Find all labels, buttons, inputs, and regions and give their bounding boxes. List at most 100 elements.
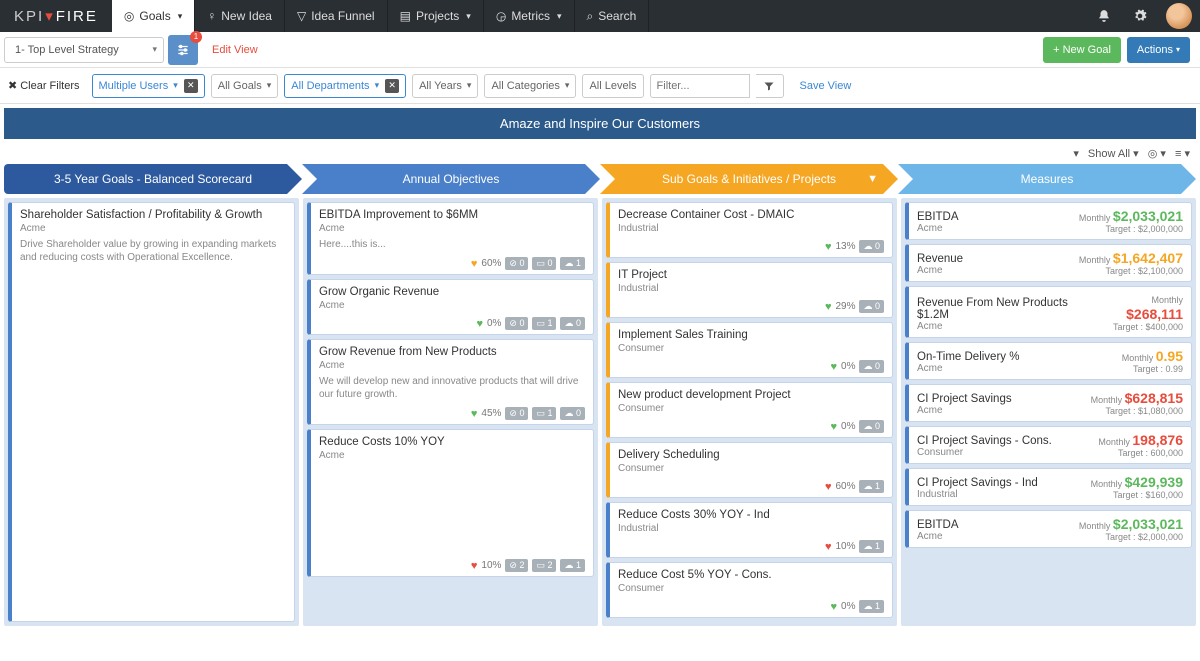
filter-search-button[interactable] — [756, 74, 784, 98]
measure-card[interactable]: On-Time Delivery % Acme Monthly 0.95 Tar… — [905, 342, 1192, 380]
count-pill: ⊘ 0 — [505, 407, 528, 420]
initiative-card[interactable]: Decrease Container Cost - DMAIC Industri… — [606, 202, 893, 258]
heart-icon: ♥ — [471, 560, 478, 572]
view-icon-list[interactable]: ≡ — [1175, 148, 1181, 160]
sliders-button[interactable]: 1 — [168, 35, 198, 65]
count-pill: ☁ 1 — [859, 480, 884, 493]
heart-icon: ♥ — [825, 241, 832, 253]
card-title: Delivery Scheduling — [618, 449, 884, 461]
save-view-link[interactable]: Save View — [800, 80, 852, 92]
count-pill: ☁ 0 — [859, 420, 884, 433]
filter-departments-label: All Departments — [291, 80, 369, 92]
new-goal-button[interactable]: + New Goal — [1043, 37, 1121, 63]
measure-card[interactable]: CI Project Savings - Cons. Consumer Mont… — [905, 426, 1192, 464]
filter-years[interactable]: All Years▾ — [412, 74, 478, 98]
card-percent: 0% — [841, 361, 855, 372]
measure-period: Monthly — [1091, 395, 1125, 405]
strategy-dropdown[interactable]: 1- Top Level Strategy — [4, 37, 164, 63]
objective-card[interactable]: Grow Revenue from New Products Acme We w… — [307, 339, 594, 425]
measure-card[interactable]: Revenue From New Products $1.2M Acme Mon… — [905, 286, 1192, 338]
initiative-card[interactable]: Reduce Cost 5% YOY - Cons. Consumer ♥ 0%… — [606, 562, 893, 618]
card-subtitle: Acme — [319, 450, 585, 461]
filter-goals[interactable]: All Goals▾ — [211, 74, 279, 98]
nav-new-idea-label: New Idea — [221, 9, 272, 23]
card-footer: ♥ 0% ⊘ 0▭ 1☁ 0 — [319, 317, 585, 330]
measure-subtitle: Industrial — [917, 489, 1038, 500]
nav-idea-funnel[interactable]: ▽ Idea Funnel — [285, 0, 388, 32]
column-2: EBITDA Improvement to $6MM Acme Here....… — [303, 198, 598, 626]
objective-card[interactable]: Grow Organic Revenue Acme ♥ 0% ⊘ 0▭ 1☁ 0 — [307, 279, 594, 335]
notifications-icon[interactable] — [1086, 0, 1122, 32]
column-1: Shareholder Satisfaction / Profitability… — [4, 198, 299, 626]
heart-icon: ♥ — [825, 481, 832, 493]
card-percent: 29% — [835, 301, 855, 312]
goal-card[interactable]: Shareholder Satisfaction / Profitability… — [8, 202, 295, 622]
lightbulb-icon: ♀ — [207, 9, 216, 23]
heart-icon: ♥ — [825, 301, 832, 313]
card-subtitle: Consumer — [618, 583, 884, 594]
initiative-card[interactable]: Delivery Scheduling Consumer ♥ 60% ☁ 1 — [606, 442, 893, 498]
initiative-card[interactable]: New product development Project Consumer… — [606, 382, 893, 438]
col-header-1: 3-5 Year Goals - Balanced Scorecard — [4, 164, 302, 194]
filter-categories-label: All Categories — [491, 80, 559, 92]
nav-search-label: Search — [598, 9, 636, 23]
card-footer: ♥ 0% ☁ 1 — [618, 600, 884, 613]
measure-target: Target : $160,000 — [1091, 490, 1183, 500]
heart-icon: ♥ — [825, 541, 832, 553]
nav-goals[interactable]: ◎ Goals ▾ — [112, 0, 195, 32]
measure-card[interactable]: Revenue Acme Monthly $1,642,407 Target :… — [905, 244, 1192, 282]
column-headers: 3-5 Year Goals - Balanced Scorecard Annu… — [0, 164, 1200, 194]
filter-departments[interactable]: All Departments▾✕ — [284, 74, 406, 98]
view-icon-target[interactable]: ◎ — [1148, 148, 1158, 160]
user-avatar[interactable] — [1166, 3, 1192, 29]
measure-card[interactable]: CI Project Savings Acme Monthly $628,815… — [905, 384, 1192, 422]
count-pill: ☁ 0 — [560, 317, 585, 330]
column-3: Decrease Container Cost - DMAIC Industri… — [602, 198, 897, 626]
initiative-card[interactable]: Reduce Costs 30% YOY - Ind Industrial ♥ … — [606, 502, 893, 558]
filter-users[interactable]: Multiple Users▾✕ — [92, 74, 205, 98]
card-title: Reduce Cost 5% YOY - Cons. — [618, 569, 884, 581]
initiative-card[interactable]: IT Project Industrial ♥ 29% ☁ 0 — [606, 262, 893, 318]
heart-icon: ♥ — [831, 601, 838, 613]
sliders-badge: 1 — [190, 31, 202, 43]
objective-card[interactable]: EBITDA Improvement to $6MM Acme Here....… — [307, 202, 594, 275]
card-title: Grow Organic Revenue — [319, 286, 585, 298]
edit-view-link[interactable]: Edit View — [212, 44, 258, 56]
funnel-icon[interactable]: ▼ — [867, 173, 878, 185]
heart-icon: ♥ — [831, 421, 838, 433]
filter-categories[interactable]: All Categories▾ — [484, 74, 576, 98]
card-title: Shareholder Satisfaction / Profitability… — [20, 209, 286, 221]
card-footer: ♥ 10% ☁ 1 — [618, 540, 884, 553]
remove-icon[interactable]: ✕ — [385, 79, 399, 93]
initiative-card[interactable]: Implement Sales Training Consumer ♥ 0% ☁… — [606, 322, 893, 378]
card-percent: 10% — [835, 541, 855, 552]
nav-projects[interactable]: ▤ Projects ▾ — [388, 0, 484, 32]
clear-filters-label: Clear Filters — [20, 80, 79, 92]
card-description: We will develop new and innovative produ… — [319, 375, 585, 401]
show-all-link[interactable]: Show All — [1088, 148, 1130, 160]
card-percent: 60% — [481, 258, 501, 269]
actions-button[interactable]: Actions — [1127, 37, 1190, 63]
nav-new-idea[interactable]: ♀ New Idea — [195, 0, 285, 32]
filter-search-input[interactable] — [650, 74, 750, 98]
brand-part1: KPI — [14, 8, 44, 25]
brand-part2: FIRE — [56, 8, 98, 25]
target-icon: ◎ — [124, 9, 134, 23]
measure-card[interactable]: EBITDA Acme Monthly $2,033,021 Target : … — [905, 510, 1192, 548]
nav-metrics[interactable]: ◶ Metrics ▾ — [484, 0, 575, 32]
measure-card[interactable]: CI Project Savings - Ind Industrial Mont… — [905, 468, 1192, 506]
measure-title: EBITDA — [917, 211, 959, 223]
nav-search[interactable]: ⌕ Search — [575, 0, 650, 32]
card-subtitle: Acme — [319, 223, 585, 234]
measure-title: CI Project Savings - Cons. — [917, 435, 1052, 447]
gear-icon[interactable] — [1122, 0, 1158, 32]
remove-icon[interactable]: ✕ — [184, 79, 198, 93]
card-percent: 0% — [841, 601, 855, 612]
clear-filters-button[interactable]: ✖ Clear Filters — [8, 79, 80, 92]
card-percent: 60% — [835, 481, 855, 492]
measure-card[interactable]: EBITDA Acme Monthly $2,033,021 Target : … — [905, 202, 1192, 240]
objective-card[interactable]: Reduce Costs 10% YOY Acme ♥ 10% ⊘ 2▭ 2☁ … — [307, 429, 594, 577]
count-pill: ☁ 0 — [859, 360, 884, 373]
filter-levels[interactable]: All Levels — [582, 74, 643, 98]
card-subtitle: Industrial — [618, 223, 884, 234]
